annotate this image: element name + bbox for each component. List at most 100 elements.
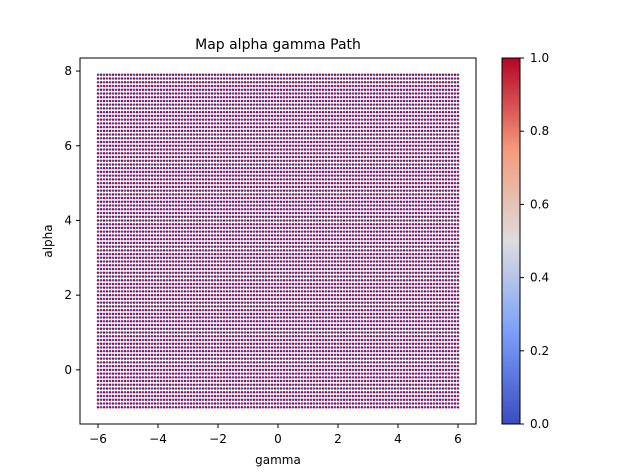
scatter-point	[327, 271, 331, 274]
scatter-point	[303, 286, 307, 289]
scatter-point	[141, 290, 145, 293]
scatter-point	[216, 376, 220, 379]
scatter-point	[429, 316, 433, 319]
scatter-point	[147, 275, 151, 278]
scatter-point	[378, 357, 382, 360]
scatter-point	[312, 353, 316, 357]
scatter-point	[285, 405, 289, 409]
scatter-point	[348, 364, 352, 368]
scatter-point	[231, 320, 235, 323]
scatter-point	[159, 316, 163, 319]
scatter-point	[300, 394, 304, 398]
scatter-point	[450, 308, 454, 312]
scatter-point	[198, 342, 202, 345]
scatter-point	[417, 278, 421, 282]
scatter-point	[252, 312, 256, 316]
scatter-point	[408, 402, 412, 405]
scatter-point	[336, 297, 340, 301]
scatter-point	[123, 305, 127, 308]
scatter-point	[441, 376, 445, 379]
scatter-point	[180, 405, 184, 409]
scatter-point	[339, 379, 343, 383]
scatter-point	[102, 323, 106, 327]
scatter-point	[438, 376, 442, 379]
scatter-point	[192, 405, 196, 409]
scatter-point	[384, 286, 388, 289]
scatter-point	[456, 301, 460, 304]
scatter-point	[195, 297, 199, 301]
scatter-point	[387, 297, 391, 301]
scatter-point	[381, 320, 385, 323]
scatter-point	[195, 308, 199, 312]
scatter-point	[435, 293, 439, 297]
scatter-point	[99, 331, 103, 334]
scatter-point	[435, 346, 439, 349]
scatter-point	[228, 357, 232, 360]
scatter-point	[393, 305, 397, 308]
scatter-point	[339, 301, 343, 304]
scatter-point	[267, 368, 271, 372]
scatter-point	[171, 361, 175, 364]
scatter-point	[267, 267, 271, 271]
scatter-point	[273, 342, 277, 345]
scatter-point	[297, 391, 301, 394]
scatter-point	[402, 402, 406, 405]
scatter-point	[210, 275, 214, 278]
scatter-point	[405, 405, 409, 409]
scatter-point	[162, 338, 166, 342]
scatter-point	[237, 391, 241, 394]
scatter-point	[324, 349, 328, 353]
scatter-point	[288, 278, 292, 282]
scatter-point	[402, 391, 406, 394]
scatter-point	[162, 286, 166, 289]
scatter-point	[186, 286, 190, 289]
scatter-point	[387, 368, 391, 372]
scatter-point	[333, 349, 337, 353]
scatter-point	[189, 308, 193, 312]
scatter-point	[450, 342, 454, 345]
scatter-point	[159, 256, 163, 260]
scatter-point	[174, 338, 178, 342]
scatter-point	[447, 320, 451, 323]
scatter-point	[408, 264, 412, 267]
scatter-point	[345, 346, 349, 349]
scatter-point	[435, 260, 439, 263]
scatter-point	[111, 312, 115, 316]
scatter-point	[297, 282, 301, 286]
scatter-point	[453, 376, 457, 379]
scatter-point	[186, 278, 190, 282]
scatter-point	[288, 364, 292, 368]
scatter-point	[195, 402, 199, 405]
scatter-point	[180, 308, 184, 312]
scatter-point	[237, 293, 241, 297]
scatter-point	[156, 297, 160, 301]
scatter-point	[255, 271, 259, 274]
scatter-point	[234, 293, 238, 297]
scatter-point	[249, 387, 253, 390]
scatter-point	[264, 320, 268, 323]
scatter-point	[393, 405, 397, 409]
scatter-point	[444, 379, 448, 383]
scatter-point	[420, 349, 424, 353]
scatter-point	[453, 260, 457, 263]
scatter-point	[336, 364, 340, 368]
scatter-point	[300, 312, 304, 316]
scatter-point	[180, 368, 184, 372]
scatter-point	[324, 260, 328, 263]
scatter-point	[129, 405, 133, 409]
scatter-point	[366, 275, 370, 278]
scatter-point	[432, 338, 436, 342]
scatter-point	[294, 391, 298, 394]
scatter-point	[414, 349, 418, 353]
scatter-point	[273, 368, 277, 372]
scatter-point	[147, 271, 151, 274]
scatter-point	[405, 278, 409, 282]
scatter-point	[354, 308, 358, 312]
scatter-point	[354, 264, 358, 267]
scatter-point	[390, 282, 394, 286]
scatter-point	[219, 308, 223, 312]
scatter-point	[156, 346, 160, 349]
scatter-point	[99, 368, 103, 372]
scatter-point	[348, 282, 352, 286]
scatter-point	[246, 372, 250, 375]
